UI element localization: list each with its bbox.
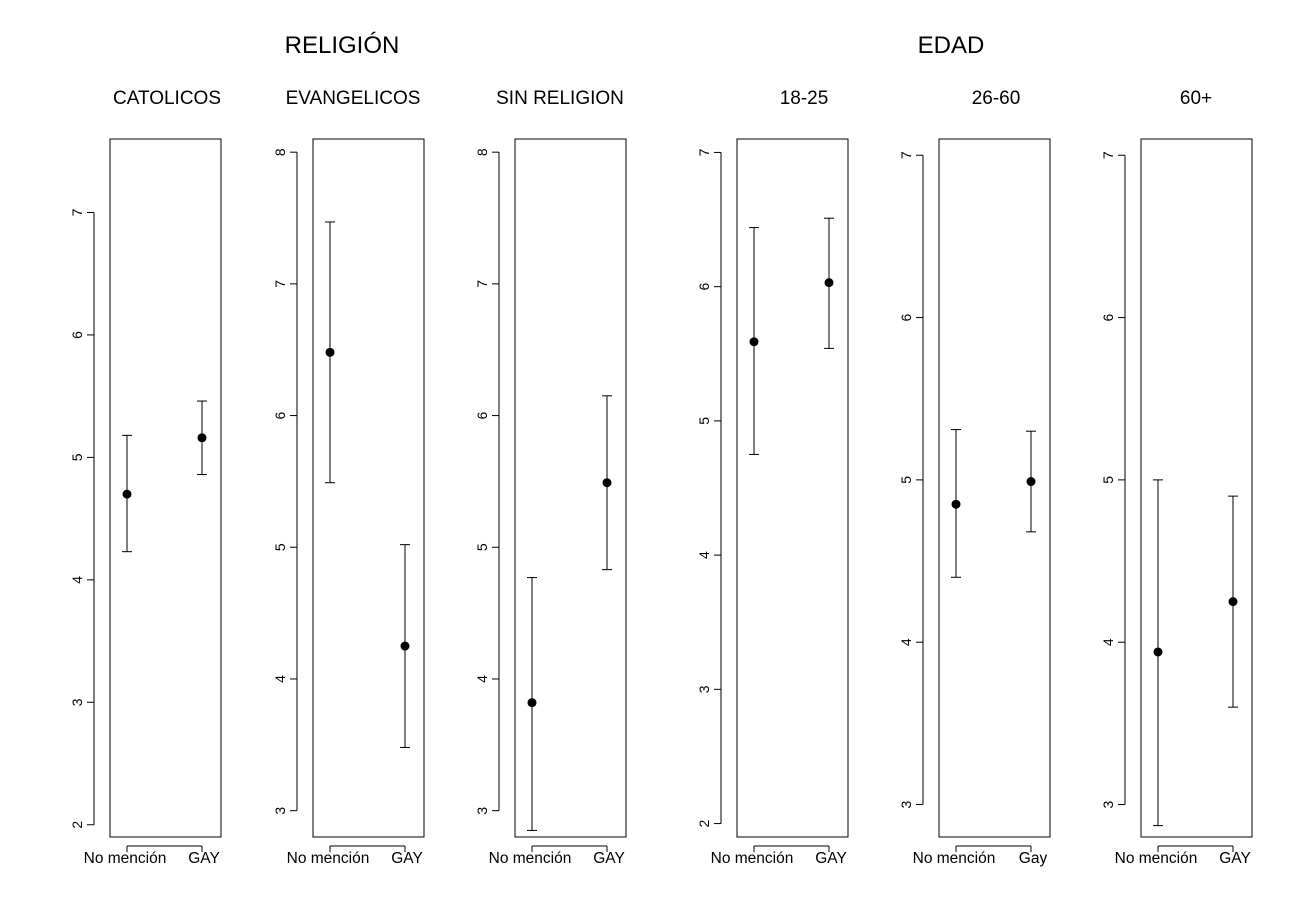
panel-frame xyxy=(938,138,1051,838)
y-tick-label: 5 xyxy=(898,476,914,484)
y-tick-label: 2 xyxy=(696,819,712,827)
y-tick-label: 5 xyxy=(696,417,712,425)
y-tick-label: 4 xyxy=(272,675,288,683)
y-tick-label: 6 xyxy=(69,331,85,339)
x-tick-label: No mención xyxy=(489,850,572,867)
y-tick-label: 6 xyxy=(696,283,712,291)
x-tick-label: No mención xyxy=(287,850,370,867)
data-point xyxy=(824,278,834,288)
y-tick-label: 7 xyxy=(1100,151,1116,159)
y-tick-label: 8 xyxy=(474,148,490,156)
y-tick-label: 3 xyxy=(272,807,288,815)
x-tick-label: No mención xyxy=(711,850,794,867)
data-point xyxy=(325,347,335,357)
panel-title: 60+ xyxy=(1180,88,1212,109)
x-tick-label: GAY xyxy=(188,850,220,867)
y-tick-label: 4 xyxy=(898,638,914,646)
panel-frame xyxy=(109,138,222,838)
y-tick-label: 7 xyxy=(69,208,85,216)
y-tick-label: 5 xyxy=(69,453,85,461)
data-point xyxy=(527,698,537,708)
data-point xyxy=(951,499,961,509)
data-point xyxy=(749,337,759,347)
data-point xyxy=(1026,477,1036,487)
y-tick-label: 3 xyxy=(1100,800,1116,808)
y-tick-label: 6 xyxy=(898,313,914,321)
panel-frame xyxy=(312,138,425,838)
y-tick-label: 4 xyxy=(1100,638,1116,646)
y-tick-label: 5 xyxy=(1100,476,1116,484)
y-tick-label: 7 xyxy=(474,280,490,288)
y-tick-label: 4 xyxy=(474,675,490,683)
group-title-religion: RELIGIÓN xyxy=(285,32,400,59)
y-tick-label: 7 xyxy=(272,280,288,288)
x-tick-label: GAY xyxy=(1219,850,1251,867)
data-point xyxy=(122,489,132,499)
y-tick-label: 6 xyxy=(474,411,490,419)
x-tick-label: Gay xyxy=(1019,850,1048,867)
x-tick-label: No mención xyxy=(1115,850,1198,867)
y-tick-label: 3 xyxy=(696,685,712,693)
y-tick-label: 4 xyxy=(696,551,712,559)
data-point xyxy=(602,478,612,488)
x-tick-label: GAY xyxy=(815,850,847,867)
panel-frame xyxy=(736,138,849,838)
x-tick-label: GAY xyxy=(593,850,625,867)
y-tick-label: 5 xyxy=(474,543,490,551)
data-point xyxy=(1153,647,1163,657)
data-point xyxy=(1228,597,1238,607)
y-tick-label: 7 xyxy=(898,151,914,159)
y-tick-label: 3 xyxy=(474,807,490,815)
y-tick-label: 8 xyxy=(272,148,288,156)
y-tick-label: 3 xyxy=(898,800,914,808)
y-tick-label: 6 xyxy=(272,411,288,419)
x-tick-label: No mención xyxy=(84,850,167,867)
panel-title: CATOLICOS xyxy=(113,88,221,109)
y-tick-label: 6 xyxy=(1100,313,1116,321)
panel-title: SIN RELIGION xyxy=(496,88,624,109)
y-tick-label: 7 xyxy=(696,148,712,156)
data-point xyxy=(197,433,207,443)
panel-title: 18-25 xyxy=(780,88,829,109)
x-tick-label: GAY xyxy=(391,850,423,867)
y-tick-label: 5 xyxy=(272,543,288,551)
panel-title: EVANGELICOS xyxy=(286,88,421,109)
y-tick-label: 3 xyxy=(69,698,85,706)
group-title-edad: EDAD xyxy=(918,32,985,59)
panel-frame xyxy=(1140,138,1253,838)
x-tick-label: No mención xyxy=(913,850,996,867)
panel-frame xyxy=(514,138,627,838)
data-point xyxy=(400,641,410,651)
panel-title: 26-60 xyxy=(972,88,1021,109)
y-tick-label: 4 xyxy=(69,576,85,584)
y-tick-label: 2 xyxy=(69,821,85,829)
